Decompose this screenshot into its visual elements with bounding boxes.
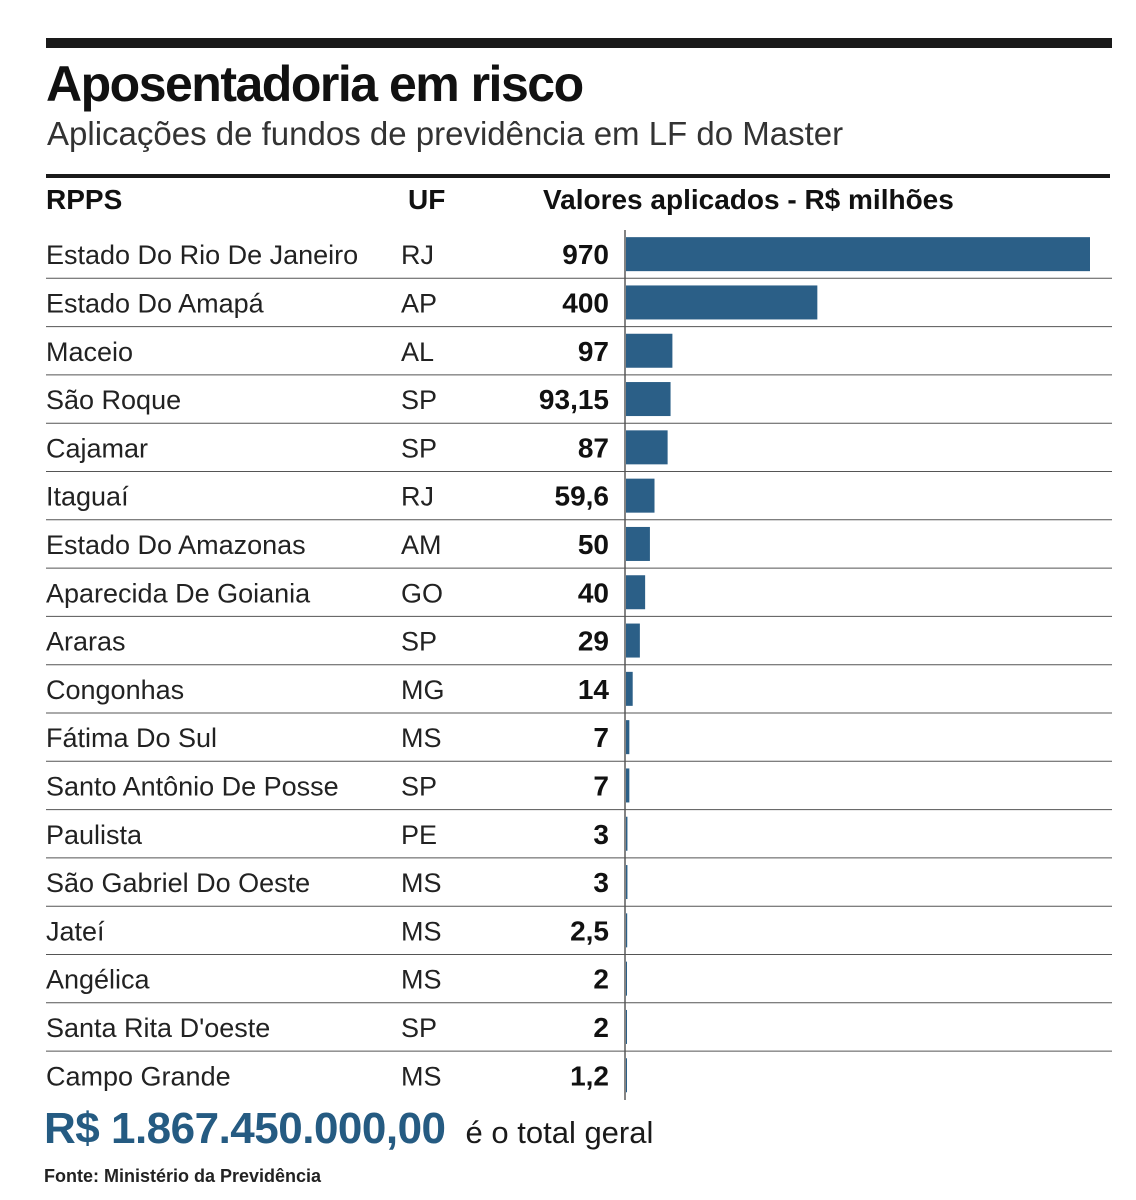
top-rule bbox=[46, 38, 1112, 48]
row-uf: MS bbox=[401, 916, 442, 946]
bar bbox=[626, 575, 646, 610]
row-label: Campo Grande bbox=[46, 1061, 231, 1091]
row-label: Itaguaí bbox=[46, 482, 129, 512]
data-label: 400 bbox=[562, 287, 609, 318]
data-label: 970 bbox=[562, 239, 609, 270]
bar bbox=[626, 913, 628, 948]
data-label: 2 bbox=[593, 1012, 609, 1043]
column-header-rpps: RPPS bbox=[46, 184, 123, 215]
row-uf: RJ bbox=[401, 240, 434, 270]
row-label: Estado Do Amazonas bbox=[46, 530, 306, 560]
row-label: São Gabriel Do Oeste bbox=[46, 868, 310, 898]
row-label: Estado Do Rio De Janeiro bbox=[46, 240, 358, 270]
row-uf: PE bbox=[401, 820, 437, 850]
data-label: 7 bbox=[593, 722, 609, 753]
bar bbox=[626, 720, 630, 755]
data-label: 7 bbox=[593, 770, 609, 801]
row-label: Cajamar bbox=[46, 433, 148, 463]
column-header-values: Valores aplicados - R$ milhões bbox=[543, 184, 954, 215]
row-uf: AP bbox=[401, 288, 437, 318]
row-label: São Roque bbox=[46, 385, 181, 415]
row-label: Paulista bbox=[46, 820, 143, 850]
bar bbox=[626, 1009, 627, 1044]
row-uf: AM bbox=[401, 530, 442, 560]
row-label: Congonhas bbox=[46, 675, 184, 705]
row-uf: AL bbox=[401, 337, 434, 367]
data-label: 3 bbox=[593, 819, 609, 850]
bar bbox=[626, 382, 671, 417]
source-note: Fonte: Ministério da Previdência bbox=[44, 1166, 322, 1186]
bar bbox=[626, 526, 650, 561]
row-uf: SP bbox=[401, 433, 437, 463]
bar bbox=[626, 816, 628, 851]
data-label: 50 bbox=[578, 529, 609, 560]
bar bbox=[626, 1058, 627, 1093]
bar bbox=[626, 430, 668, 465]
data-label: 1,2 bbox=[570, 1060, 609, 1091]
total-value: R$ 1.867.450.000,00 bbox=[44, 1104, 446, 1153]
data-label: 14 bbox=[578, 674, 610, 705]
total-suffix: é o total geral bbox=[465, 1115, 654, 1150]
bar bbox=[626, 671, 633, 706]
data-label: 40 bbox=[578, 577, 609, 608]
chart-title: Aposentadoria em risco bbox=[46, 56, 584, 112]
row-uf: RJ bbox=[401, 482, 434, 512]
row-label: Angélica bbox=[46, 965, 151, 995]
bar-chart: Estado Do Rio De Janeiro RJ 970 Estado Do A… bbox=[46, 230, 1112, 1100]
row-label: Maceio bbox=[46, 337, 133, 367]
bar bbox=[626, 285, 818, 320]
row-uf: SP bbox=[401, 627, 437, 657]
data-label: 29 bbox=[578, 626, 609, 657]
row-uf: SP bbox=[401, 771, 437, 801]
bar bbox=[626, 478, 655, 513]
row-label: Fátima Do Sul bbox=[46, 723, 217, 753]
row-uf: GO bbox=[401, 578, 443, 608]
data-label: 93,15 bbox=[539, 384, 609, 415]
row-uf: MS bbox=[401, 965, 442, 995]
bar bbox=[626, 865, 628, 900]
data-label: 59,6 bbox=[555, 481, 610, 512]
data-label: 87 bbox=[578, 432, 609, 463]
bar bbox=[626, 961, 627, 996]
row-label: Santa Rita D'oeste bbox=[46, 1013, 270, 1043]
row-uf: MS bbox=[401, 1061, 442, 1091]
bar bbox=[626, 768, 630, 803]
column-header-uf: UF bbox=[408, 184, 446, 215]
row-label: Santo Antônio De Posse bbox=[46, 771, 339, 801]
chart-subtitle: Aplicações de fundos de previdência em L… bbox=[47, 115, 844, 152]
row-label: Estado Do Amapá bbox=[46, 288, 265, 318]
total-line: R$ 1.867.450.000,00 é o total geral bbox=[44, 1104, 653, 1154]
header-rule bbox=[46, 174, 1110, 178]
row-uf: MS bbox=[401, 868, 442, 898]
row-uf: MS bbox=[401, 723, 442, 753]
bar bbox=[626, 623, 640, 658]
data-label: 2 bbox=[593, 964, 609, 995]
row-uf: SP bbox=[401, 385, 437, 415]
bar bbox=[626, 237, 1090, 272]
row-uf: SP bbox=[401, 1013, 437, 1043]
data-label: 97 bbox=[578, 336, 609, 367]
data-label: 2,5 bbox=[570, 915, 609, 946]
bar bbox=[626, 333, 673, 368]
row-label: Araras bbox=[46, 627, 126, 657]
row-label: Jateí bbox=[46, 916, 105, 946]
row-uf: MG bbox=[401, 675, 445, 705]
data-label: 3 bbox=[593, 867, 609, 898]
row-label: Aparecida De Goiania bbox=[46, 578, 311, 608]
